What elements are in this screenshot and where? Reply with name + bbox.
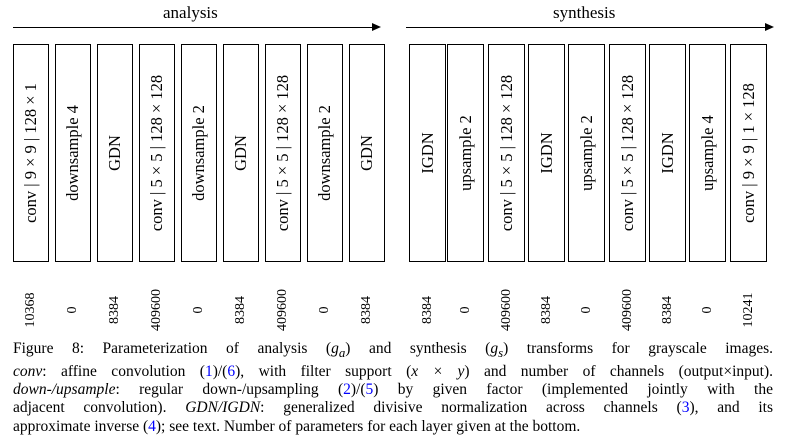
param-count: 8384 [233, 296, 248, 324]
layer-label: IGDN [657, 132, 677, 174]
param-count: 409600 [275, 289, 290, 331]
ref-eq-3[interactable]: 3 [681, 399, 690, 417]
param-count: 409600 [498, 289, 514, 331]
caption-text: : generalized divisive normalization acr… [260, 399, 682, 417]
caption-text: ); see text. Number of parameters for ea… [155, 417, 581, 435]
param-count: 0 [578, 306, 594, 314]
caption-text: ), and its [689, 399, 774, 417]
analysis-layer-5: downsample 2 [181, 44, 217, 262]
synthesis-arrow-line [406, 27, 766, 28]
ref-eq-5[interactable]: 5 [365, 380, 374, 398]
layer-label: IGDN [536, 132, 556, 174]
synthesis-title: synthesis [553, 3, 616, 22]
layer-label: GDN [357, 135, 376, 171]
param-count: 8384 [359, 296, 374, 324]
caption-text: ), with filter support ( [235, 362, 412, 380]
param-count: 10241 [740, 292, 756, 328]
caption-text: : regular down-/upsampling ( [115, 380, 344, 398]
param-count: 409600 [619, 289, 635, 331]
ga-symbol: ga [331, 340, 346, 361]
synthesis-layer-2: upsample 2 [447, 44, 484, 262]
caption-text: Figure 8: Parameterization of analysis ( [13, 340, 332, 357]
synthesis-layer-6: conv | 5 × 5 | 128 × 128 [609, 44, 646, 262]
gs-symbol: gs [490, 340, 504, 361]
ref-eq-4[interactable]: 4 [148, 417, 156, 435]
figure-caption: Figure 8: Parameterization of analysis (… [13, 340, 773, 436]
analysis-arrow-line [13, 27, 373, 28]
param-count: 0 [317, 306, 332, 314]
updown-term: down-/upsample [13, 380, 116, 398]
analysis-layer-4: conv | 5 × 5 | 128 × 128 [139, 44, 175, 262]
layer-label: upsample 2 [576, 115, 596, 191]
analysis-layer-9: GDN [349, 44, 385, 262]
caption-line-2: conv: affine convolution (1)/(6), with f… [13, 363, 773, 381]
layer-label: conv | 9 × 9 | 128 × 1 [21, 83, 40, 223]
conv-term: conv [13, 362, 43, 380]
synthesis-layer-4: IGDN [528, 44, 565, 262]
ga-letter: g [331, 340, 339, 357]
ref-eq-6[interactable]: 6 [227, 362, 236, 380]
analysis-layer-2: downsample 4 [55, 44, 91, 262]
layer-label: conv | 5 × 5 | 128 × 128 [273, 74, 292, 232]
caption-line-1: Figure 8: Parameterization of analysis (… [13, 340, 773, 363]
param-count: 0 [699, 306, 715, 314]
param-count: 10368 [23, 292, 38, 328]
layer-label: conv | 9 × 9 | 1 × 128 [738, 83, 758, 223]
caption-text: : affine convolution ( [42, 362, 205, 380]
gs-subscript: s [498, 345, 504, 361]
param-count: 409600 [149, 289, 164, 331]
synthesis-layer-1: IGDN [409, 44, 446, 262]
caption-text: ) and synthesis ( [345, 340, 491, 357]
caption-text: )/( [212, 362, 228, 380]
param-count: 8384 [659, 296, 675, 324]
layer-label: GDN [105, 135, 124, 171]
layer-label: conv | 5 × 5 | 128 × 128 [496, 74, 516, 232]
param-count: 8384 [538, 296, 554, 324]
layer-label: upsample 4 [697, 115, 717, 191]
analysis-layer-6: GDN [223, 44, 259, 262]
param-count: 0 [191, 306, 206, 314]
synthesis-layer-8: upsample 4 [689, 44, 726, 262]
synthesis-layer-3: conv | 5 × 5 | 128 × 128 [488, 44, 525, 262]
param-count: 8384 [107, 296, 122, 324]
param-count: 8384 [419, 296, 435, 324]
layer-label: GDN [231, 135, 250, 171]
ref-eq-2[interactable]: 2 [343, 380, 351, 398]
caption-text: )/( [350, 380, 366, 398]
caption-text: ) by given factor (implemented jointly w… [373, 380, 773, 398]
analysis-layer-1: conv | 9 × 9 | 128 × 1 [13, 44, 49, 262]
analysis-arrow-head [372, 23, 381, 31]
param-count: 0 [457, 306, 473, 314]
synthesis-arrow-head [765, 23, 774, 31]
synthesis-layer-9: conv | 9 × 9 | 1 × 128 [730, 44, 767, 262]
analysis-layer-8: downsample 2 [307, 44, 343, 262]
caption-text: ) transforms for grayscale images. [503, 340, 773, 357]
caption-text: adjacent convolution). [13, 399, 186, 417]
caption-text: approximate inverse ( [13, 417, 149, 435]
xy-math: x × y [411, 362, 465, 380]
analysis-title: analysis [163, 3, 218, 22]
analysis-layer-3: GDN [97, 44, 133, 262]
gdn-term: GDN/IGDN [185, 399, 261, 417]
layer-label: downsample 2 [315, 105, 334, 201]
gs-letter: g [490, 340, 499, 357]
layer-label: conv | 5 × 5 | 128 × 128 [617, 74, 637, 232]
analysis-layer-7: conv | 5 × 5 | 128 × 128 [265, 44, 301, 262]
ref-eq-1[interactable]: 1 [204, 362, 213, 380]
synthesis-layer-7: IGDN [649, 44, 686, 262]
caption-line-5: approximate inverse (4); see text. Numbe… [13, 418, 773, 436]
layer-label: downsample 2 [189, 105, 208, 201]
ga-subscript: a [338, 345, 346, 361]
layer-label: conv | 5 × 5 | 128 × 128 [147, 74, 166, 232]
layer-label: IGDN [417, 132, 437, 174]
caption-line-4: adjacent convolution). GDN/IGDN: general… [13, 399, 773, 417]
layer-label: upsample 2 [455, 115, 475, 191]
layer-label: downsample 4 [63, 105, 82, 201]
caption-text: ) and number of channels (output×input). [464, 362, 773, 380]
param-count: 0 [65, 306, 80, 314]
caption-line-3: down-/upsample: regular down-/upsampling… [13, 381, 773, 399]
synthesis-layer-5: upsample 2 [568, 44, 605, 262]
